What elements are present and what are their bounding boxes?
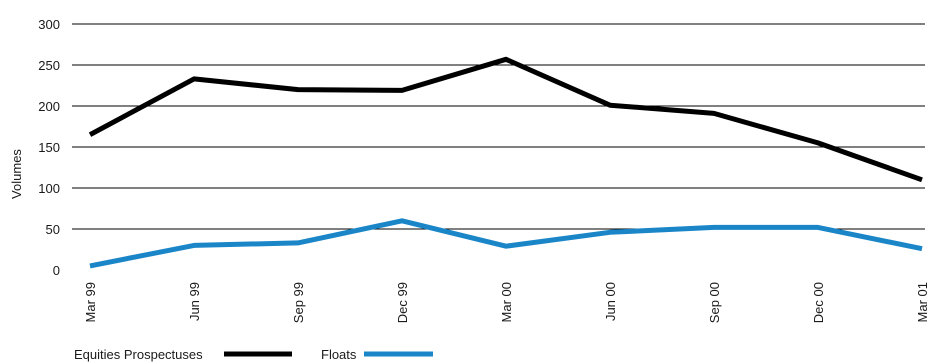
- legend-label: Floats: [321, 347, 357, 362]
- x-tick-label: Dec 99: [395, 282, 410, 323]
- x-tick-label: Jun 00: [603, 282, 618, 321]
- x-tick-label: Dec 00: [811, 282, 826, 323]
- series-lines: [88, 56, 923, 269]
- grid: [72, 23, 925, 230]
- y-tick-label: 0: [53, 263, 60, 278]
- y-tick-label: 100: [38, 181, 60, 196]
- legend-label: Equities Prospectuses: [74, 347, 203, 362]
- x-tick-label: Sep 99: [291, 282, 306, 323]
- y-tick-label: 50: [46, 222, 60, 237]
- x-tick-label: Mar 01: [915, 282, 930, 322]
- x-tick-label: Sep 00: [707, 282, 722, 323]
- y-tick-label: 250: [38, 58, 60, 73]
- y-axis-label: Volumes: [9, 149, 24, 199]
- y-tick-label: 300: [38, 17, 60, 32]
- y-axis-ticks: 0 50 100 150 200 250 300: [38, 17, 60, 278]
- y-tick-label: 200: [38, 99, 60, 114]
- series-line-1: [89, 218, 923, 269]
- x-axis-ticks: Mar 99 Jun 99 Sep 99 Dec 99 Mar 00 Jun 00 Sep …: [83, 282, 930, 323]
- legend: Equities Prospectuses Floats: [74, 347, 433, 362]
- x-tick-label: Mar 00: [499, 282, 514, 322]
- x-tick-label: Mar 99: [83, 282, 98, 322]
- y-tick-label: 150: [38, 140, 60, 155]
- series-line-0: [88, 56, 923, 183]
- x-tick-label: Jun 99: [187, 282, 202, 321]
